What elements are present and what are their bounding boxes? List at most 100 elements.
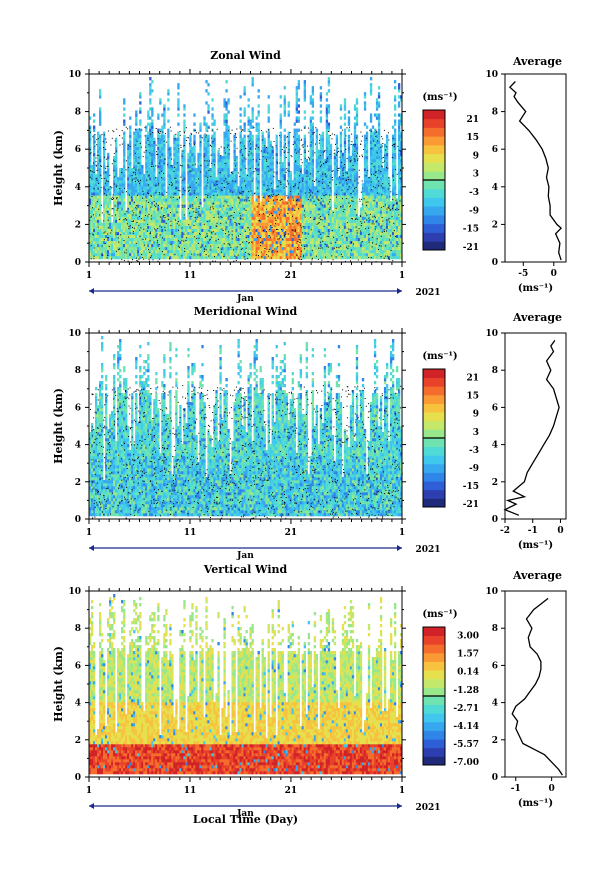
colorbar-tick-label: -9 [469, 206, 479, 216]
colorbar-swatch [423, 153, 445, 163]
y-tick-label: 8 [75, 366, 81, 376]
x-tick-label: 21 [285, 528, 298, 538]
contour-speckles [89, 385, 403, 520]
colorbar-swatch [423, 481, 445, 491]
colorbar-swatch [423, 670, 445, 680]
colorbar-swatch [423, 498, 445, 508]
y-ticks [85, 332, 406, 520]
colorbar-tick-label: -2.71 [453, 704, 479, 714]
avg-y-tick-label: 10 [485, 70, 498, 80]
average-title: Average [512, 569, 562, 582]
avg-y-tick-label: 6 [492, 145, 498, 155]
x-tick-label: 11 [184, 528, 197, 538]
colorbar-tick-label: -1.28 [453, 686, 479, 696]
colorbar-tick-label: -5.57 [453, 740, 479, 750]
colorbar: (ms⁻¹) 21 15 9 3 -3 -9 -15 -21 [422, 92, 479, 253]
colorbar-swatch [423, 730, 445, 740]
x-ticks [88, 586, 403, 782]
colorbar-swatch [423, 635, 445, 645]
colorbar-tick-label: 21 [466, 115, 479, 125]
x-tick-label: 1 [86, 528, 92, 538]
y-tick-label: 10 [68, 329, 81, 339]
colorbar-swatch [423, 661, 445, 671]
avg-x-tick-label: 0 [557, 526, 563, 536]
avg-y-tick-label: 2 [492, 736, 498, 746]
x-ticks [88, 69, 403, 267]
average-profile: Average 0 2 4 6 8 10 -2 -1 0 (ms⁻¹) [485, 311, 567, 551]
colorbar-swatch [423, 223, 445, 233]
y-tick-label: 6 [75, 661, 81, 671]
y-axis-label: Height (km) [52, 130, 65, 206]
colorbar-swatch [423, 241, 445, 251]
month-arrow-right [397, 288, 402, 294]
colorbar-swatch [423, 420, 445, 430]
colorbar-swatch [423, 463, 445, 473]
colorbar-swatch [423, 412, 445, 422]
y-axis-label: Height (km) [52, 388, 65, 464]
y-tick-label: 8 [75, 108, 81, 118]
colorbar-swatch [423, 377, 445, 387]
average-title: Average [512, 311, 562, 324]
colorbar-swatch [423, 403, 445, 413]
colorbar-swatch [423, 704, 445, 714]
colorbar-tick-label: -9 [469, 464, 479, 474]
y-ticks [85, 73, 406, 263]
colorbar-tick-label: 9 [473, 410, 479, 420]
year-label: 2021 [415, 288, 440, 298]
colorbar-swatch [423, 136, 445, 146]
avg-y-tick-label: 6 [492, 661, 498, 671]
colorbar-tick-label: -3 [469, 188, 479, 198]
colorbar-tick-label: -21 [463, 500, 479, 510]
x-tick-label: 11 [184, 271, 197, 281]
avg-y-tick-label: 4 [492, 699, 498, 709]
colorbar-tick-label: -15 [463, 482, 479, 492]
x-tick-label: 1 [86, 271, 92, 281]
colorbar-label: (ms⁻¹) [422, 609, 457, 620]
colorbar-swatch [423, 489, 445, 499]
avg-y-tick-label: 0 [492, 258, 498, 268]
x-tick-label: 11 [184, 786, 197, 796]
y-tick-label: 2 [75, 478, 81, 488]
avg-y-tick-label: 0 [492, 773, 498, 783]
y-tick-label: 0 [75, 773, 81, 783]
colorbar-tick-label: 21 [466, 374, 479, 384]
month-arrow-right [397, 545, 402, 551]
colorbar-tick-label: 15 [466, 133, 479, 143]
avg-y-tick-label: 6 [492, 403, 498, 413]
y-tick-label: 4 [75, 699, 81, 709]
avg-y-tick-label: 10 [485, 587, 498, 597]
colorbar-tick-label: -15 [463, 225, 479, 235]
panel-title: Meridional Wind [194, 305, 298, 318]
y-axis-label: Height (km) [52, 646, 65, 722]
colorbar-swatch [423, 127, 445, 137]
month-arrow-left [89, 288, 94, 294]
x-tick-label: 21 [285, 786, 298, 796]
colorbar-swatch [423, 386, 445, 396]
avg-y-tick-label: 0 [492, 515, 498, 525]
colorbar-swatch [423, 627, 445, 637]
colorbar-swatch [423, 696, 445, 706]
average-profile: Average 0 2 4 6 8 10 -1 0 (ms⁻¹) [485, 569, 567, 809]
y-tick-label: 10 [68, 587, 81, 597]
colorbar-swatch [423, 455, 445, 465]
avg-y-tick-label: 8 [492, 366, 498, 376]
colorbar: (ms⁻¹) 3.00 1.57 0.14 -1.28 -2.71 -4.14 -5.57 -7… [422, 609, 479, 768]
avg-x-tick-label: 0 [551, 269, 557, 279]
colorbar-tick-label: 3 [473, 428, 479, 438]
colorbar-tick-label: 15 [466, 392, 479, 402]
avg-profile-line [511, 597, 563, 776]
colorbar-swatch [423, 438, 445, 448]
heatmap-cells [89, 594, 403, 775]
colorbar-swatch [423, 369, 445, 379]
y-tick-label: 10 [68, 70, 81, 80]
colorbar-swatch [423, 206, 445, 216]
colorbar: (ms⁻¹) 21 15 9 3 -3 -9 -15 -21 [422, 351, 479, 510]
x-ticks [88, 328, 403, 524]
colorbar-tick-label: 9 [473, 151, 479, 161]
colorbar-swatch [423, 188, 445, 198]
month-arrow-left [89, 545, 94, 551]
colorbar-tick-label: 0.14 [457, 668, 479, 678]
colorbar-label: (ms⁻¹) [422, 92, 457, 103]
panel-title: Zonal Wind [210, 49, 281, 62]
avg-unit-label: (ms⁻¹) [518, 540, 553, 551]
